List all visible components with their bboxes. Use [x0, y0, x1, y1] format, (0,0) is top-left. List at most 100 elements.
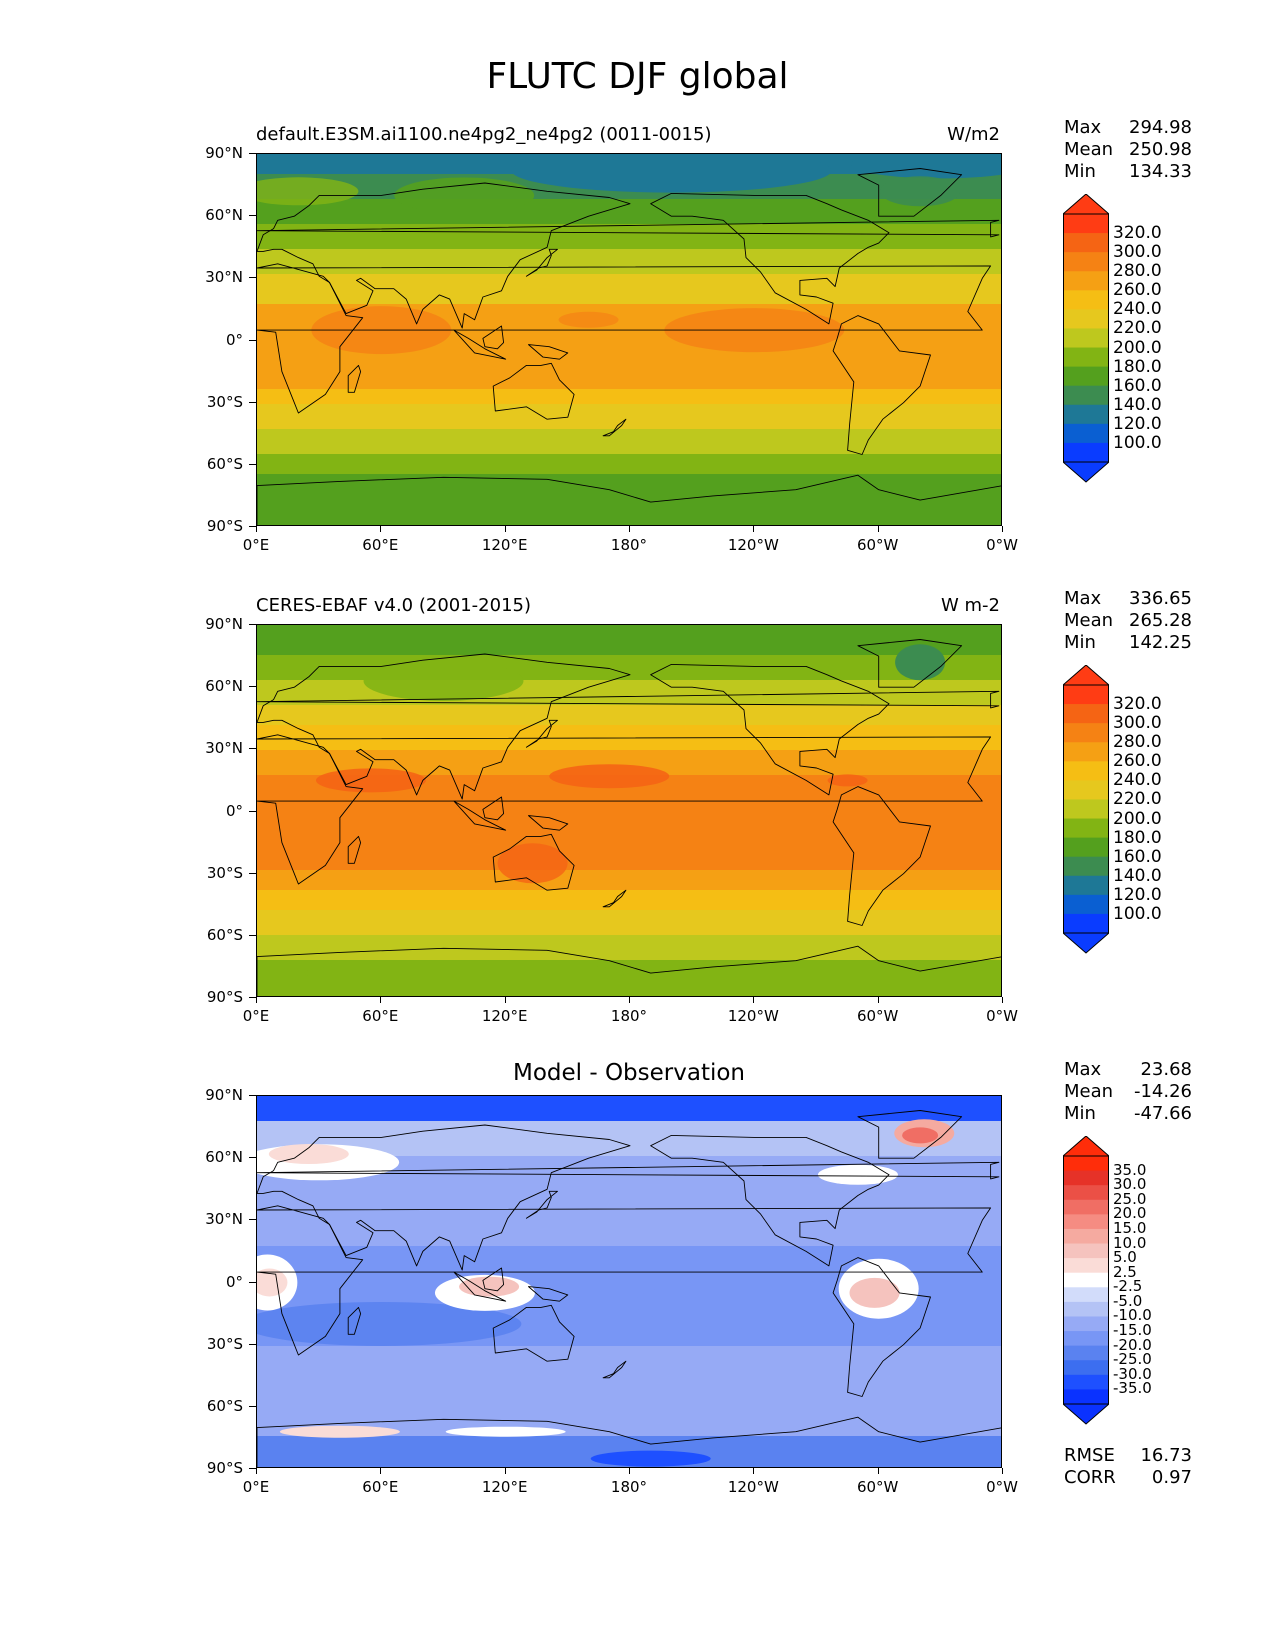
colorbar-label: 120.0 — [1113, 413, 1162, 434]
colorbar-segment — [1063, 328, 1109, 349]
x-tick — [380, 526, 382, 532]
colorbar-segment — [1063, 742, 1109, 762]
colorbar-frame — [1063, 684, 1109, 934]
contour-band — [257, 1121, 1001, 1156]
panel-title-center: Model - Observation — [512, 1060, 746, 1086]
colorbar-label: 180.0 — [1113, 356, 1162, 377]
colorbar-label: 280.0 — [1113, 732, 1162, 753]
contour-region — [363, 660, 524, 701]
panel-title-left: default.E3SM.ai1100.ne4pg2_ne4pg2 (0011-… — [256, 124, 712, 145]
colorbar-extend-max — [1061, 664, 1111, 686]
colorbar-segment — [1063, 704, 1109, 724]
coastline — [602, 418, 627, 437]
colorbar-segment — [1063, 1360, 1109, 1376]
coastline — [347, 364, 362, 393]
y-tick-label: 90°S — [206, 988, 243, 1006]
contour-region — [459, 1276, 520, 1297]
x-tick — [256, 526, 257, 532]
rmse-value: 16.73 — [1140, 1445, 1192, 1466]
coastline — [257, 945, 1001, 996]
contour-region — [497, 843, 568, 884]
y-tick-label: 60°S — [206, 925, 243, 944]
x-tick-label: 60°W — [856, 1478, 899, 1496]
x-tick — [1002, 997, 1003, 1003]
colorbar-segment — [1063, 1389, 1109, 1405]
y-tick-label: 30°N — [205, 1210, 243, 1229]
colorbar-extend-min — [1061, 932, 1111, 954]
stats-box: Max 294.98 Mean 250.98 Min 134.33 — [1064, 117, 1192, 183]
coastlines — [257, 1110, 1001, 1467]
y-tick-label: 0° — [225, 801, 243, 820]
y-tick-label: 30°S — [206, 1334, 243, 1353]
y-tick — [249, 1157, 256, 1159]
contour-region — [849, 1277, 900, 1308]
colorbar-segment — [1063, 233, 1109, 253]
colorbar-label: 20.0 — [1113, 1204, 1147, 1223]
colorbar-label: 140.0 — [1113, 394, 1162, 415]
x-tick — [629, 997, 630, 1003]
colorbar-segment — [1063, 1228, 1109, 1245]
coastlines — [257, 639, 1001, 996]
y-tick-label: 90°S — [206, 517, 243, 535]
y-tick-label: 0° — [225, 1272, 243, 1291]
colorbar-segment — [1063, 685, 1109, 705]
contour-region — [511, 154, 832, 193]
colorbar-frame — [1063, 213, 1109, 463]
x-tick-label: 0°W — [986, 1007, 1018, 1025]
coastline — [528, 344, 569, 360]
colorbar-extend-max — [1061, 1135, 1111, 1157]
x-tick-label: 120°W — [727, 1007, 779, 1025]
colorbar-label: -25.0 — [1113, 1350, 1152, 1369]
panel-difference: Model - Observation Max 23.68 Mean -14.26 … — [0, 0, 1275, 1488]
contour-region — [827, 774, 868, 787]
stats-box: Max 23.68 Mean -14.26 Min -47.66 — [1064, 1059, 1192, 1125]
colorbar-svg — [1061, 193, 1111, 483]
colorbar-segment — [1063, 1185, 1109, 1201]
colorbar-segment — [1063, 290, 1109, 310]
contour-map — [256, 1095, 1002, 1468]
y-tick-label: 90°N — [205, 1086, 243, 1104]
colorbar: 320.0 300.0 280.0 260.0 240.0 220.0 200.0 180.0… — [1061, 664, 1162, 959]
colorbar-segment — [1063, 442, 1109, 463]
colorbar-label: 25.0 — [1113, 1189, 1147, 1208]
stat-label: Max — [1064, 117, 1102, 138]
map-canvas — [257, 1096, 1001, 1467]
contour-region — [895, 644, 946, 681]
colorbar-extend-min — [1061, 1403, 1111, 1425]
colorbar-segment — [1063, 1345, 1109, 1361]
colorbar-segment — [1063, 1316, 1109, 1332]
corr-value: 0.97 — [1151, 1467, 1192, 1488]
y-tick — [249, 463, 256, 465]
contour-region — [257, 1301, 522, 1346]
colorbar-label: 200.0 — [1113, 337, 1162, 358]
y-tick — [249, 748, 256, 750]
coastline — [525, 719, 558, 748]
coastline — [482, 1267, 505, 1292]
x-tick — [256, 1468, 257, 1474]
colorbar-segment — [1063, 1272, 1109, 1288]
y-tick-label: 30°N — [205, 739, 243, 758]
y-tick-label: 60°N — [205, 1148, 243, 1167]
coastline — [525, 1190, 558, 1219]
colorbar-segment — [1063, 1243, 1109, 1259]
colorbar-label: 240.0 — [1113, 770, 1162, 791]
colorbar-segment — [1063, 1374, 1109, 1390]
colorbar-segment — [1063, 1156, 1109, 1172]
coastline — [528, 1286, 569, 1302]
colorbar-segment — [1063, 423, 1109, 444]
colorbar-segment — [1063, 894, 1109, 915]
y-tick — [249, 934, 256, 936]
coastline — [482, 325, 505, 350]
figure-title: FLUTC DJF global — [486, 56, 789, 97]
coastlines — [257, 168, 1001, 525]
contour-region — [257, 1268, 288, 1297]
corr-label: CORR — [1064, 1467, 1116, 1488]
stat-label: Min — [1064, 161, 1096, 182]
y-tick-label: 60°N — [205, 206, 243, 225]
colorbar-label: -5.0 — [1113, 1291, 1143, 1310]
coastline — [857, 168, 963, 217]
x-tick — [753, 997, 755, 1003]
panel-units: W/m2 — [947, 124, 1000, 145]
contour-band — [257, 1096, 1001, 1121]
contour-band — [257, 705, 1001, 725]
